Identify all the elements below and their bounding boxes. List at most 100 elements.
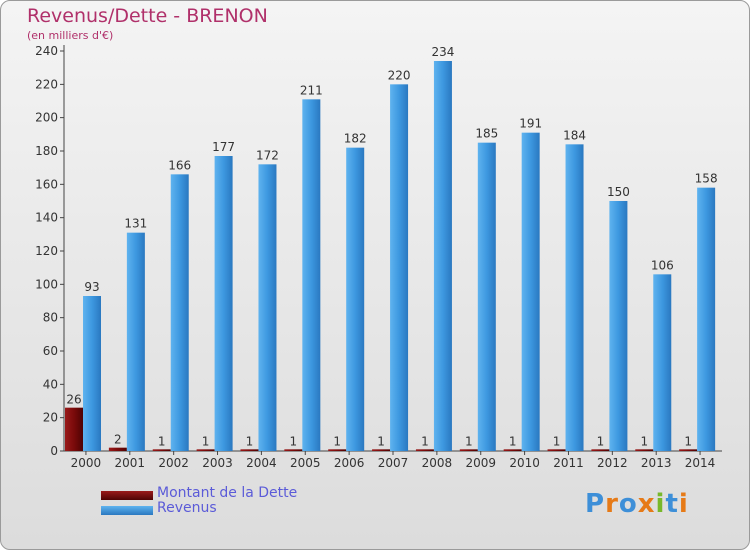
bar-dette-2000 bbox=[65, 407, 83, 451]
logo-letter: r bbox=[605, 489, 619, 519]
bar-dette-2004 bbox=[240, 449, 259, 451]
data-label-dette-2000: 26 bbox=[66, 393, 81, 407]
x-tick-label: 2013 bbox=[641, 456, 672, 470]
bar-dette-2008 bbox=[415, 449, 434, 451]
x-tick-label: 2004 bbox=[246, 456, 277, 470]
x-tick-label: 2001 bbox=[115, 456, 146, 470]
bar-dette-2009 bbox=[459, 449, 478, 451]
x-tick-label: 2000 bbox=[71, 456, 102, 470]
data-label-revenus-2009: 185 bbox=[475, 127, 498, 141]
x-tick-label: 2007 bbox=[378, 456, 409, 470]
bar-dette-2013 bbox=[635, 449, 654, 451]
data-label-dette-2006: 1 bbox=[333, 434, 341, 448]
y-tick-label: 40 bbox=[43, 377, 58, 391]
bar-revenus-2001 bbox=[126, 232, 145, 451]
x-tick-label: 2008 bbox=[422, 456, 453, 470]
data-label-dette-2002: 1 bbox=[158, 434, 166, 448]
data-label-revenus-2007: 220 bbox=[388, 68, 411, 82]
bar-dette-2014 bbox=[679, 449, 698, 451]
data-label-dette-2010: 1 bbox=[509, 434, 517, 448]
bar-revenus-2005 bbox=[302, 99, 321, 451]
data-label-revenus-2011: 184 bbox=[563, 128, 586, 142]
data-label-revenus-2014: 158 bbox=[695, 172, 718, 186]
bar-dette-2002 bbox=[152, 449, 171, 451]
data-label-revenus-2008: 234 bbox=[431, 45, 454, 59]
data-label-dette-2004: 1 bbox=[246, 434, 254, 448]
bar-revenus-2003 bbox=[214, 156, 233, 451]
bar-revenus-2002 bbox=[170, 174, 189, 452]
bar-dette-2010 bbox=[503, 449, 522, 451]
bar-dette-2003 bbox=[196, 449, 215, 451]
bar-revenus-2000 bbox=[83, 296, 101, 451]
bar-revenus-2007 bbox=[390, 84, 409, 451]
logo-letter: P bbox=[585, 489, 606, 519]
x-tick-label: 2011 bbox=[553, 456, 584, 470]
x-tick-label: 2002 bbox=[158, 456, 189, 470]
logo-letter: o bbox=[618, 489, 638, 519]
bar-revenus-2010 bbox=[521, 132, 540, 451]
x-tick-label: 2005 bbox=[290, 456, 321, 470]
data-label-dette-2009: 1 bbox=[465, 434, 473, 448]
y-tick-label: 240 bbox=[35, 44, 58, 58]
bar-revenus-2012 bbox=[609, 201, 628, 451]
data-label-dette-2005: 1 bbox=[290, 434, 298, 448]
data-label-revenus-2000: 93 bbox=[84, 280, 99, 294]
data-label-revenus-2010: 191 bbox=[519, 117, 542, 131]
bar-dette-2007 bbox=[372, 449, 391, 451]
x-tick-label: 2006 bbox=[334, 456, 365, 470]
y-tick-label: 120 bbox=[35, 244, 58, 258]
bar-revenus-2013 bbox=[653, 274, 672, 451]
bar-revenus-2011 bbox=[565, 144, 584, 452]
chart-title: Revenus/Dette - BRENON bbox=[27, 5, 268, 27]
data-label-dette-2007: 1 bbox=[377, 434, 385, 448]
data-label-dette-2011: 1 bbox=[553, 434, 561, 448]
data-label-revenus-2001: 131 bbox=[124, 217, 147, 231]
bar-dette-2006 bbox=[328, 449, 347, 451]
y-tick-label: 0 bbox=[50, 444, 58, 458]
x-tick-label: 2003 bbox=[202, 456, 233, 470]
y-tick-label: 160 bbox=[35, 177, 58, 191]
data-label-revenus-2006: 182 bbox=[344, 132, 367, 146]
logo-letter: x bbox=[637, 489, 656, 519]
y-tick-label: 180 bbox=[35, 144, 58, 158]
x-tick-label: 2010 bbox=[509, 456, 540, 470]
data-label-revenus-2005: 211 bbox=[300, 83, 323, 97]
legend-swatch-dette bbox=[101, 491, 153, 500]
data-label-revenus-2013: 106 bbox=[651, 258, 674, 272]
y-tick-label: 80 bbox=[43, 311, 58, 325]
logo-letter: t bbox=[665, 489, 679, 519]
data-label-dette-2014: 1 bbox=[684, 434, 692, 448]
data-label-revenus-2012: 150 bbox=[607, 185, 630, 199]
x-tick-label: 2009 bbox=[465, 456, 496, 470]
legend-label-dette: Montant de la Dette bbox=[157, 485, 298, 501]
chart-subtitle: (en milliers d'€) bbox=[27, 29, 114, 42]
bar-revenus-2009 bbox=[477, 142, 496, 451]
legend-label-revenus: Revenus bbox=[157, 500, 217, 516]
bar-revenus-2008 bbox=[433, 61, 452, 451]
bar-revenus-2014 bbox=[697, 187, 716, 451]
data-label-revenus-2002: 166 bbox=[168, 158, 191, 172]
y-tick-label: 140 bbox=[35, 211, 58, 225]
proxiti-logo: Proxiti bbox=[585, 489, 689, 519]
x-tick-label: 2014 bbox=[685, 456, 716, 470]
y-tick-label: 220 bbox=[35, 77, 58, 91]
bar-revenus-2006 bbox=[346, 147, 365, 451]
data-label-revenus-2004: 172 bbox=[256, 148, 279, 162]
data-label-dette-2012: 1 bbox=[597, 434, 605, 448]
y-tick-label: 100 bbox=[35, 277, 58, 291]
legend-swatch-revenus bbox=[101, 506, 153, 515]
y-tick-label: 20 bbox=[43, 411, 58, 425]
data-label-dette-2008: 1 bbox=[421, 434, 429, 448]
data-label-dette-2003: 1 bbox=[202, 434, 210, 448]
bar-dette-2011 bbox=[547, 449, 566, 451]
x-tick-label: 2012 bbox=[597, 456, 628, 470]
bar-dette-2001 bbox=[108, 447, 127, 451]
y-tick-label: 60 bbox=[43, 344, 58, 358]
data-label-dette-2013: 1 bbox=[640, 434, 648, 448]
bar-revenus-2004 bbox=[258, 164, 277, 452]
bar-dette-2012 bbox=[591, 449, 610, 451]
data-label-dette-2001: 2 bbox=[114, 433, 122, 447]
logo-letter: i bbox=[655, 489, 666, 519]
